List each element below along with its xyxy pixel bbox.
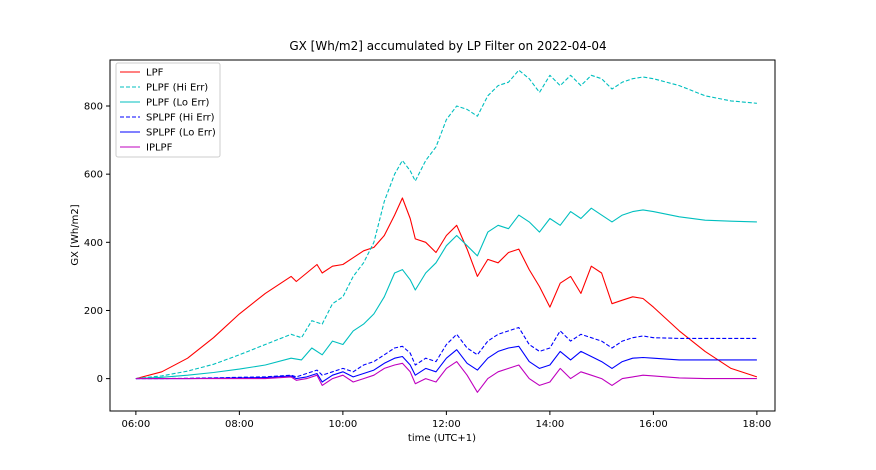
x-tick-label: 06:00 [121, 419, 150, 430]
series-line-splpf-hi-err [135, 326, 757, 380]
series-line-lpf [135, 197, 758, 380]
x-tick-label: 18:00 [742, 419, 771, 430]
legend-label-iplpf: IPLPF [146, 143, 173, 154]
chart-title: GX [Wh/m2] accumulated by LP Filter on 2… [289, 39, 606, 53]
y-tick-label: 800 [84, 102, 103, 113]
series-line-splpf-lo-err [135, 345, 757, 383]
x-tick-label: 14:00 [535, 419, 564, 430]
legend: LPF PLPF (Hi Err) PLPF (Lo Err) SPLPF (Hi E… [115, 62, 221, 158]
y-axis: 0 200 400 600 800 [84, 102, 110, 385]
legend-label-lpf: LPF [146, 68, 164, 79]
x-tick-label: 10:00 [328, 419, 357, 430]
y-tick-label: 200 [84, 306, 103, 317]
y-axis-label: GX [Wh/m2] [70, 204, 81, 265]
series-line-iplpf [135, 361, 757, 393]
legend-label-splpf-lo-err: SPLPF (Lo Err) [146, 128, 216, 139]
x-tick-label: 16:00 [639, 419, 668, 430]
series-line-plpf-lo-err [135, 207, 757, 380]
legend-label-plpf-lo-err: PLPF (Lo Err) [146, 98, 210, 109]
y-tick-label: 400 [84, 238, 103, 249]
x-tick-label: 08:00 [225, 419, 254, 430]
x-tick-label: 12:00 [432, 419, 461, 430]
x-axis-label: time (UTC+1) [408, 433, 476, 444]
legend-label-splpf-hi-err: SPLPF (Hi Err) [146, 113, 215, 124]
legend-box [115, 62, 221, 158]
plot-area [135, 69, 758, 393]
y-tick-label: 600 [84, 170, 103, 181]
series-line-plpf-hi-err [135, 69, 757, 380]
x-axis: 06:00 08:00 10:00 12:00 14:00 16:00 18:00 [121, 411, 771, 430]
y-tick-label: 0 [97, 374, 103, 385]
legend-label-plpf-hi-err: PLPF (Hi Err) [146, 83, 208, 94]
plot-frame [109, 59, 776, 412]
